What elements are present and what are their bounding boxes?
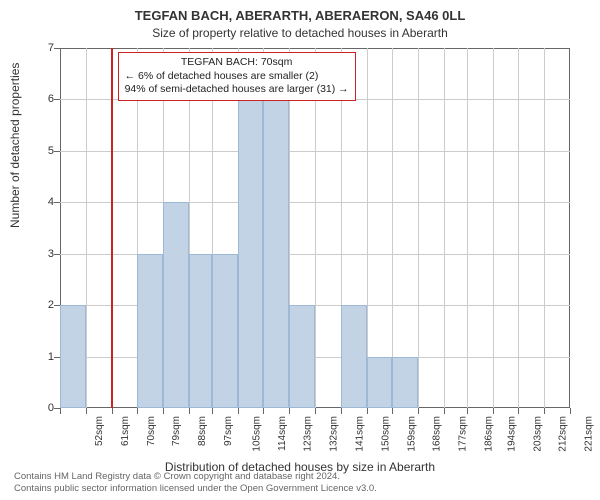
xtick-label: 186sqm [484, 416, 495, 452]
xtick-label: 79sqm [171, 416, 182, 446]
xtick-label: 105sqm [251, 416, 262, 452]
xtick-label: 70sqm [146, 416, 157, 446]
xtick-label: 177sqm [458, 416, 469, 452]
xtick-label: 141sqm [355, 416, 366, 452]
highlight-line [111, 48, 113, 408]
gridline-v [367, 48, 368, 408]
xtick-label: 159sqm [406, 416, 417, 452]
xtick [315, 408, 316, 414]
gridline-v [315, 48, 316, 408]
xtick [418, 408, 419, 414]
xtick [212, 408, 213, 414]
histogram-bar [263, 99, 289, 408]
histogram-bar [392, 357, 418, 408]
annotation-line3: 94% of semi-detached houses are larger (… [125, 83, 349, 97]
xtick [493, 408, 494, 414]
xtick-label: 212sqm [558, 416, 569, 452]
xtick-label: 203sqm [532, 416, 543, 452]
ytick-label: 2 [36, 299, 54, 311]
ytick-label: 1 [36, 351, 54, 363]
histogram-bar [137, 254, 163, 408]
xtick [544, 408, 545, 414]
gridline-v [444, 48, 445, 408]
ytick-label: 5 [36, 145, 54, 157]
ytick [54, 254, 60, 255]
xtick-label: 88sqm [197, 416, 208, 446]
histogram-bar [60, 305, 86, 408]
histogram-bar [212, 254, 238, 408]
xtick [518, 408, 519, 414]
ytick-label: 3 [36, 248, 54, 260]
xtick-label: 150sqm [380, 416, 391, 452]
gridline-v [518, 48, 519, 408]
xtick [238, 408, 239, 414]
xtick-label: 61sqm [120, 416, 131, 446]
xtick [289, 408, 290, 414]
xtick-label: 221sqm [584, 416, 595, 452]
histogram-bar [189, 254, 212, 408]
chart-title-line2: Size of property relative to detached ho… [0, 26, 600, 40]
xtick-label: 123sqm [303, 416, 314, 452]
xtick-label: 194sqm [506, 416, 517, 452]
annotation-line2: ← 6% of detached houses are smaller (2) [125, 70, 349, 84]
chart-title-line1: TEGFAN BACH, ABERARTH, ABERAERON, SA46 0… [0, 8, 600, 23]
xtick [86, 408, 87, 414]
ytick-label: 4 [36, 196, 54, 208]
ytick-label: 0 [36, 402, 54, 414]
gridline-v [467, 48, 468, 408]
xtick [112, 408, 113, 414]
histogram-bar [238, 99, 264, 408]
xtick [263, 408, 264, 414]
xtick [189, 408, 190, 414]
xtick [341, 408, 342, 414]
plot-area: 0123456752sqm61sqm70sqm79sqm88sqm97sqm10… [60, 48, 570, 408]
xtick-label: 97sqm [223, 416, 234, 446]
xtick [570, 408, 571, 414]
xtick-label: 132sqm [329, 416, 340, 452]
gridline-v [392, 48, 393, 408]
ytick [54, 99, 60, 100]
histogram-bar [341, 305, 367, 408]
xtick [137, 408, 138, 414]
xtick [444, 408, 445, 414]
xtick [60, 408, 61, 414]
gridline-v [86, 48, 87, 408]
xtick [163, 408, 164, 414]
footer-copyright-1: Contains HM Land Registry data © Crown c… [14, 471, 340, 482]
xtick [392, 408, 393, 414]
xtick-label: 114sqm [276, 416, 287, 451]
footer-copyright-2: Contains public sector information licen… [14, 483, 377, 494]
xtick [467, 408, 468, 414]
ytick-label: 7 [36, 42, 54, 54]
ytick [54, 202, 60, 203]
xtick [367, 408, 368, 414]
xtick-label: 168sqm [432, 416, 443, 452]
ytick [54, 151, 60, 152]
annotation-box: TEGFAN BACH: 70sqm← 6% of detached house… [118, 52, 356, 101]
y-axis-label: Number of detached properties [8, 63, 22, 228]
ytick-label: 6 [36, 93, 54, 105]
gridline-v [418, 48, 419, 408]
xtick-label: 52sqm [94, 416, 105, 446]
annotation-line1: TEGFAN BACH: 70sqm [125, 56, 349, 70]
histogram-bar [163, 202, 189, 408]
histogram-bar [289, 305, 315, 408]
gridline-v [544, 48, 545, 408]
ytick [54, 48, 60, 49]
gridline-v [493, 48, 494, 408]
histogram-bar [367, 357, 393, 408]
